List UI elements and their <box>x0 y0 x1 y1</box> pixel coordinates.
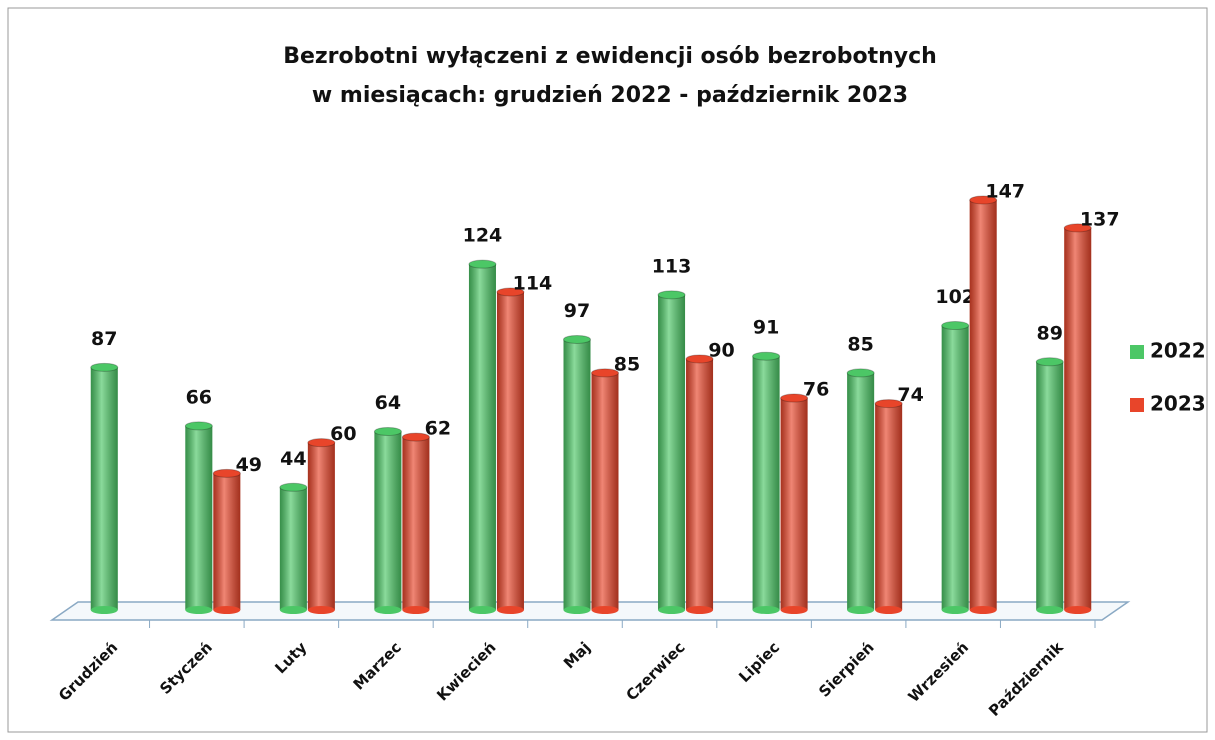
bar-top <box>212 468 241 478</box>
bar-bottom <box>213 606 241 614</box>
bar-top <box>563 334 591 344</box>
bar-shade <box>1036 361 1064 610</box>
data-label: 44 <box>280 448 306 470</box>
legend-swatch <box>1130 345 1144 359</box>
bar-shade <box>941 325 969 610</box>
chart-title: Bezrobotni wyłączeni z ewidencji osób be… <box>283 44 937 69</box>
bar-bottom <box>847 606 875 614</box>
bar-bottom <box>591 606 619 614</box>
legend-label: 2022 <box>1150 339 1206 363</box>
data-label: 102 <box>935 286 975 308</box>
bar-shade <box>402 437 430 610</box>
data-label: 89 <box>1037 322 1063 344</box>
bar-bottom <box>686 606 714 614</box>
bar-top <box>846 368 875 378</box>
bar-shade <box>213 473 241 610</box>
chart-title: w miesiącach: grudzień 2022 - październi… <box>312 83 908 108</box>
bar-shade <box>969 200 997 610</box>
bar-shade <box>185 425 213 610</box>
bar-shade <box>279 487 307 610</box>
bar-top <box>780 393 809 403</box>
bar-bottom <box>496 606 524 614</box>
bar-shade <box>307 442 335 610</box>
data-label: 62 <box>425 418 451 440</box>
bar-shade <box>468 264 496 610</box>
bar-bottom <box>752 606 780 614</box>
bar-bottom <box>185 606 213 614</box>
bar-top <box>184 421 213 431</box>
bar-top <box>90 362 119 372</box>
bar-bottom <box>1036 606 1064 614</box>
data-label: 60 <box>330 423 356 445</box>
data-label: 76 <box>803 379 829 401</box>
bar-bottom <box>279 606 307 614</box>
bar-top <box>1035 357 1064 367</box>
bar-top <box>373 426 402 436</box>
data-label: 85 <box>847 333 873 355</box>
bar-bottom <box>402 606 430 614</box>
data-label: 64 <box>375 392 401 414</box>
bar-bottom <box>307 606 335 614</box>
bar-bottom <box>1064 606 1092 614</box>
bar-bottom <box>658 606 686 614</box>
legend-label: 2023 <box>1150 392 1206 416</box>
data-label: 85 <box>614 353 640 375</box>
bar-bottom <box>875 606 903 614</box>
data-label: 137 <box>1080 208 1120 230</box>
bar-shade <box>1064 227 1092 610</box>
bar-top <box>1063 223 1092 233</box>
bar-shade <box>847 372 875 610</box>
data-label: 124 <box>463 225 503 247</box>
bar-top <box>941 321 970 331</box>
bar-shade <box>780 398 808 610</box>
data-label: 91 <box>753 317 779 339</box>
bar-bottom <box>468 606 496 614</box>
bar-shade <box>90 367 118 610</box>
bar-bottom <box>780 606 808 614</box>
data-label: 66 <box>186 386 212 408</box>
data-label: 49 <box>236 454 262 476</box>
data-label: 147 <box>985 181 1025 203</box>
bar-bottom <box>563 606 591 614</box>
legend-swatch <box>1130 398 1144 412</box>
data-label: 90 <box>708 339 734 361</box>
bar-bottom <box>90 606 118 614</box>
bar-shade <box>752 356 780 610</box>
bar-top <box>496 287 525 297</box>
bar-top <box>657 290 686 300</box>
data-label: 74 <box>897 384 923 406</box>
bar-top <box>468 259 497 269</box>
bar-shade <box>658 294 686 610</box>
bar-bottom <box>374 606 402 614</box>
bar-bottom <box>969 606 997 614</box>
bar-top <box>874 399 903 409</box>
bar-shade <box>875 403 903 610</box>
bar-shade <box>374 431 402 610</box>
bar-top <box>591 368 619 378</box>
data-label: 114 <box>513 273 553 295</box>
data-label: 113 <box>652 255 692 277</box>
data-label: 87 <box>91 328 117 350</box>
bar-bottom <box>941 606 969 614</box>
data-label: 97 <box>564 300 590 322</box>
bar-shade <box>563 339 591 610</box>
bar-top <box>752 351 781 361</box>
bar-top <box>685 354 714 364</box>
bar-top <box>969 195 998 205</box>
bar-shade <box>496 292 524 610</box>
bar-top <box>279 482 308 492</box>
bar-top <box>401 432 430 442</box>
bar-shade <box>686 358 714 610</box>
bar-top <box>307 438 336 448</box>
bar-shade <box>591 372 619 610</box>
